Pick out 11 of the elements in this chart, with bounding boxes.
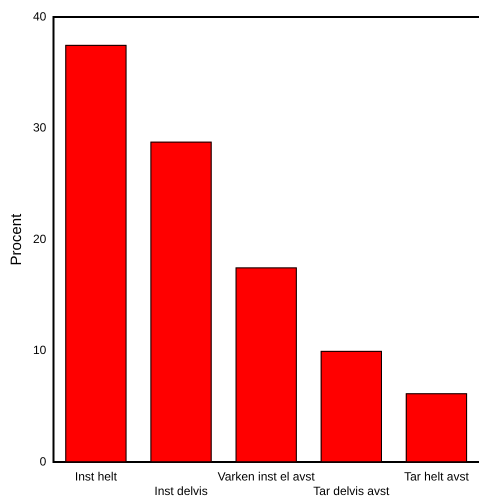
x-tick-label: Tar delvis avst [313,484,390,498]
y-tick-label: 40 [32,9,47,24]
y-tick-label: 0 [40,454,47,469]
y-tick-label: 20 [32,232,47,246]
y-tick-label: 30 [32,120,47,135]
y-tick-label: 10 [32,343,47,358]
x-tick-label: Inst delvis [154,484,208,498]
x-tick-label: Tar helt avst [404,470,470,484]
x-tick-label: Varken inst el avst [218,470,316,484]
y-axis-title: Procent [8,212,26,266]
x-tick-label: Inst helt [74,470,118,484]
